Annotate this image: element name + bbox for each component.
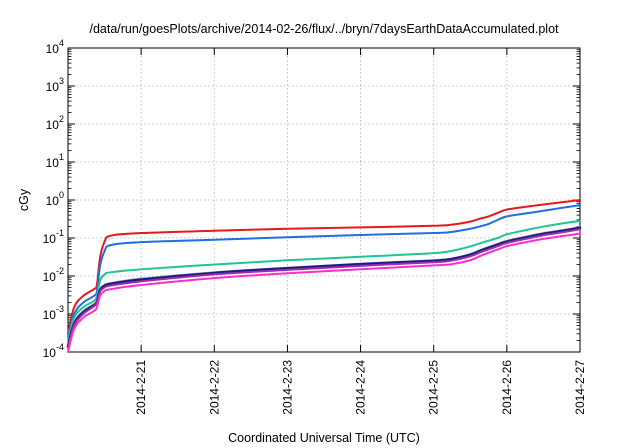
series-line-2 bbox=[67, 204, 581, 338]
y-tick-label-exponent: 2 bbox=[59, 114, 64, 124]
x-tick-label: 2014-2-22 bbox=[207, 360, 221, 415]
series-line-3 bbox=[67, 220, 581, 342]
y-tick-label-base: 10 bbox=[46, 156, 60, 170]
series-line-7 bbox=[67, 232, 581, 353]
y-tick-label-exponent: -4 bbox=[56, 342, 64, 352]
y-tick-label-base: 10 bbox=[43, 346, 57, 360]
y-tick-label: 102 bbox=[46, 114, 64, 132]
y-tick-label: 103 bbox=[46, 76, 64, 94]
data-series bbox=[66, 199, 582, 353]
y-tick-label-exponent: 3 bbox=[59, 76, 64, 86]
y-tick-label: 10-1 bbox=[43, 228, 64, 246]
x-axis-title: Coordinated Universal Time (UTC) bbox=[228, 431, 420, 445]
series-line-6 bbox=[67, 228, 581, 349]
series-line-5 bbox=[66, 226, 582, 348]
y-tick-label-exponent: -2 bbox=[56, 266, 64, 276]
x-tick-label: 2014-2-25 bbox=[427, 360, 441, 415]
y-tick-label-exponent: 1 bbox=[59, 152, 64, 162]
y-tick-label: 10-4 bbox=[43, 342, 64, 360]
chart-title: /data/run/goesPlots/archive/2014-02-26/f… bbox=[89, 22, 559, 36]
x-tick-label: 2014-2-26 bbox=[500, 360, 514, 415]
y-tick-label-base: 10 bbox=[43, 232, 57, 246]
y-tick-label: 104 bbox=[46, 38, 64, 56]
y-tick-label-exponent: 4 bbox=[59, 38, 64, 48]
axes: 10-410-310-210-11001011021031042014-2-21… bbox=[43, 38, 587, 415]
y-axis-title: cGy bbox=[17, 188, 31, 211]
y-tick-label: 10-3 bbox=[43, 304, 64, 322]
x-tick-label: 2014-2-21 bbox=[134, 360, 148, 415]
y-tick-label: 10-2 bbox=[43, 266, 64, 284]
y-tick-label-exponent: -1 bbox=[56, 228, 64, 238]
y-tick-label-base: 10 bbox=[46, 194, 60, 208]
y-tick-label-base: 10 bbox=[46, 42, 60, 56]
series-line-1 bbox=[67, 199, 581, 335]
x-tick-label: 2014-2-27 bbox=[573, 360, 587, 415]
x-tick-label: 2014-2-23 bbox=[280, 360, 294, 415]
y-tick-label-exponent: -3 bbox=[56, 304, 64, 314]
y-tick-label-exponent: 0 bbox=[59, 190, 64, 200]
x-tick-label: 2014-2-24 bbox=[354, 360, 368, 415]
grid-lines bbox=[68, 48, 580, 352]
y-tick-label: 100 bbox=[46, 190, 64, 208]
y-tick-label-base: 10 bbox=[43, 270, 57, 284]
y-tick-label-base: 10 bbox=[46, 118, 60, 132]
y-tick-label-base: 10 bbox=[43, 308, 57, 322]
y-tick-label-base: 10 bbox=[46, 80, 60, 94]
y-tick-label: 101 bbox=[46, 152, 64, 170]
